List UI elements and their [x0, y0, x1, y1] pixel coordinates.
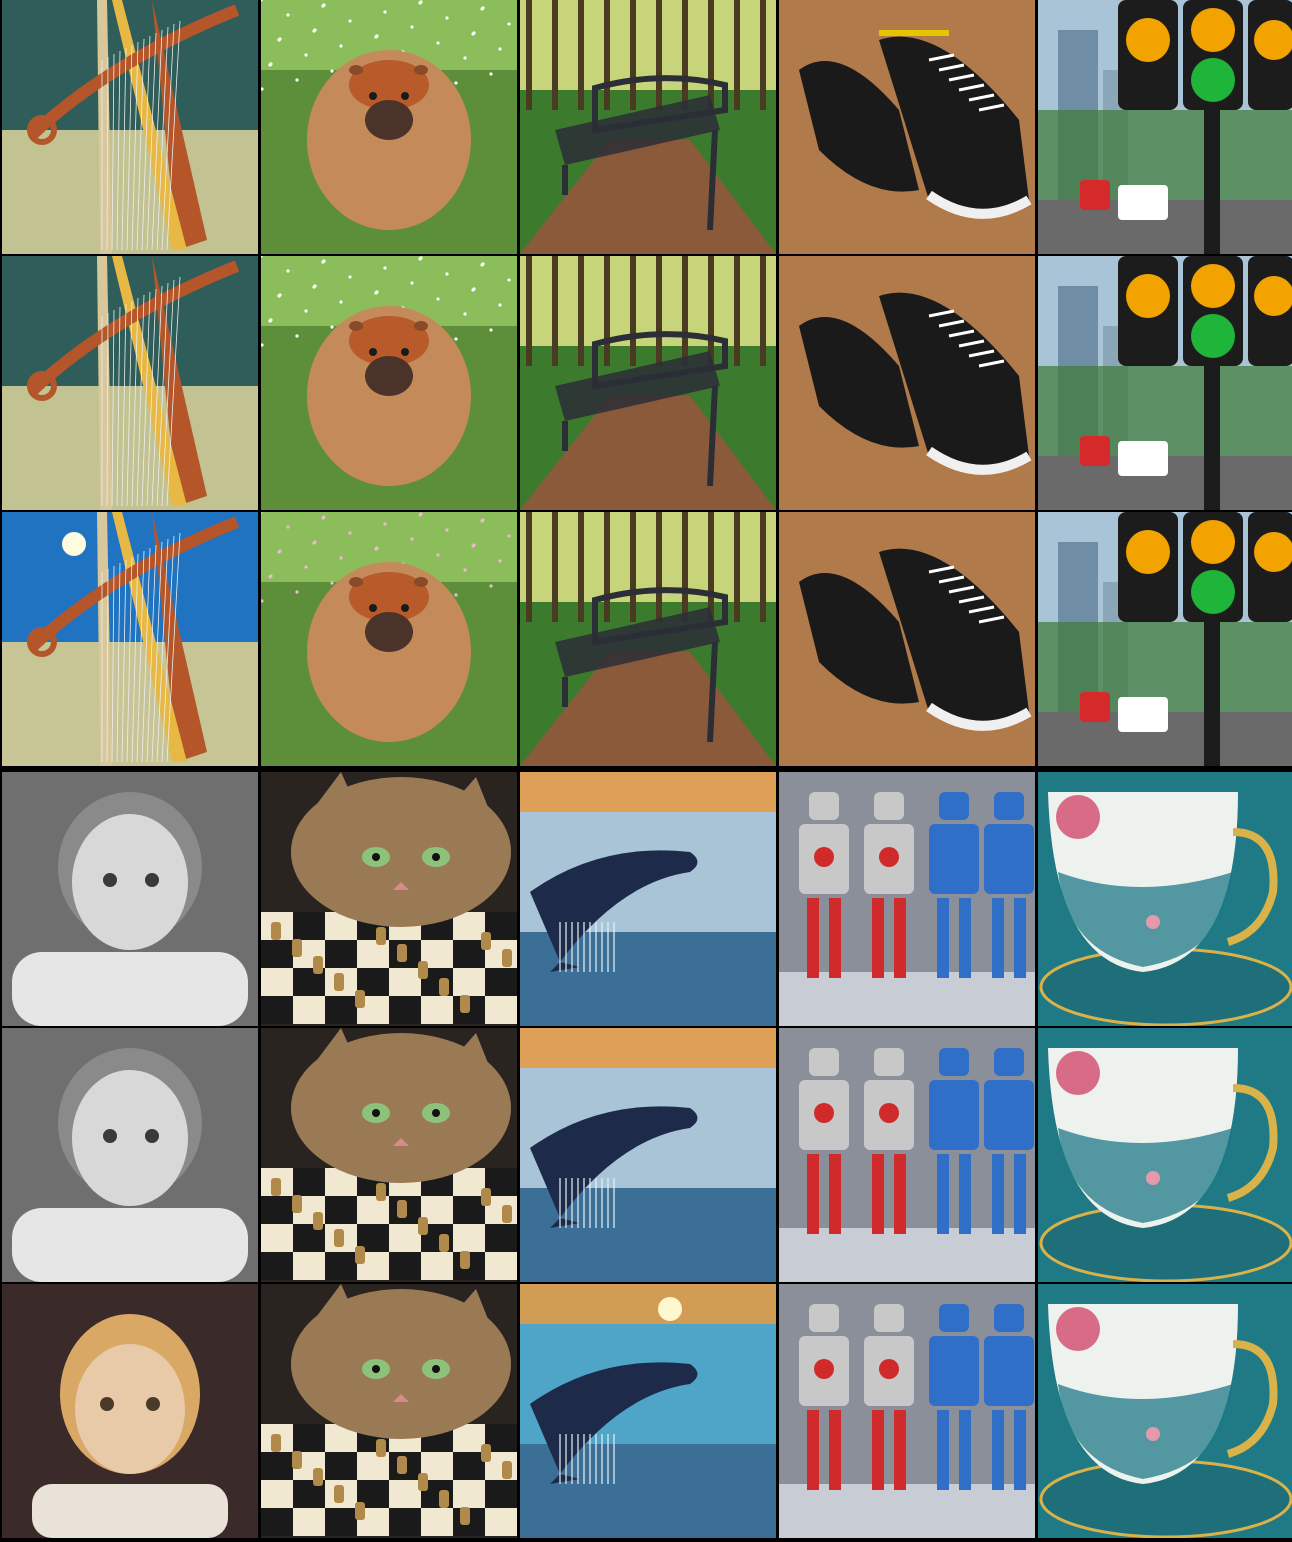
column-traffic-teacup: [1038, 0, 1292, 1542]
robots-image-variant-3: [779, 1284, 1035, 1538]
park-bench-image-variant-3: [520, 512, 776, 766]
teacup-image-variant-3: [1038, 1284, 1292, 1538]
child-portrait-image-variant-1: [2, 772, 258, 1026]
cat-chessboard-image-variant-2: [261, 1028, 517, 1282]
robots-image-variant-1: [779, 772, 1035, 1026]
harp-image-variant-2: [2, 256, 258, 510]
traffic-light-image-variant-3: [1038, 512, 1292, 766]
traffic-light-image-variant-1: [1038, 0, 1292, 254]
harp-image-variant-3: [2, 512, 258, 766]
cat-chessboard-image-variant-3: [261, 1284, 517, 1538]
column-harp-child: [2, 0, 258, 1542]
teacup-image-variant-2: [1038, 1028, 1292, 1282]
sneakers-image-variant-1: [779, 0, 1035, 254]
whale-image-variant-3: [520, 1284, 776, 1538]
traffic-light-image-variant-2: [1038, 256, 1292, 510]
child-portrait-image-variant-3: [2, 1284, 258, 1538]
cat-chessboard-image-variant-1: [261, 772, 517, 1026]
park-bench-image-variant-1: [520, 0, 776, 254]
capybara-image-variant-3: [261, 512, 517, 766]
sneakers-image-variant-2: [779, 256, 1035, 510]
column-capybara-cat: [261, 0, 517, 1542]
child-portrait-image-variant-2: [2, 1028, 258, 1282]
column-bench-whale: [520, 0, 776, 1542]
capybara-image-variant-1: [261, 0, 517, 254]
teacup-image-variant-1: [1038, 772, 1292, 1026]
whale-image-variant-2: [520, 1028, 776, 1282]
park-bench-image-variant-2: [520, 256, 776, 510]
whale-image-variant-1: [520, 772, 776, 1026]
robots-image-variant-2: [779, 1028, 1035, 1282]
harp-image-variant-1: [2, 0, 258, 254]
sneakers-image-variant-3: [779, 512, 1035, 766]
column-sneakers-robots: [779, 0, 1035, 1542]
capybara-image-variant-2: [261, 256, 517, 510]
